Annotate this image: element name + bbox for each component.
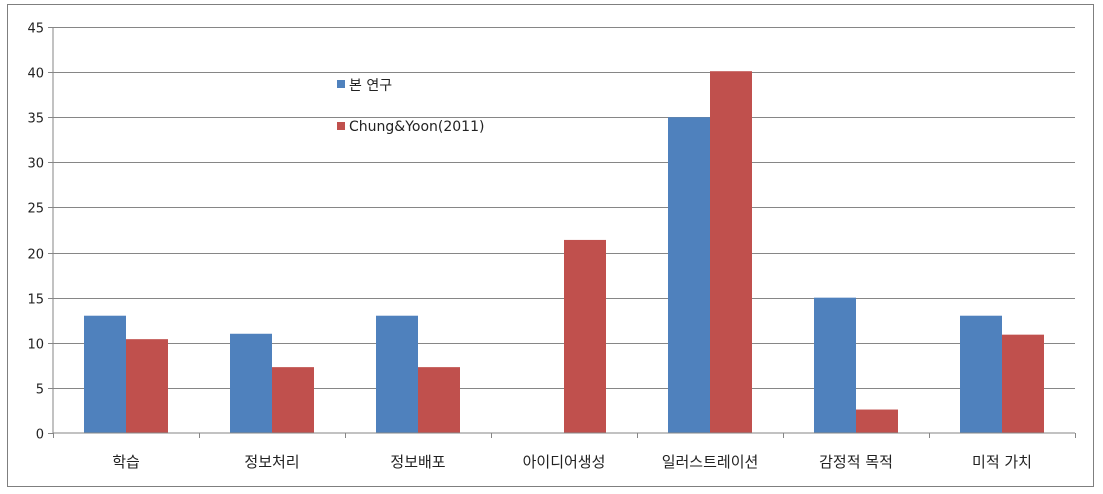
x-tick-label: 미적 가치 <box>972 453 1032 471</box>
x-tick-label: 정보처리 <box>244 453 299 471</box>
y-tick-label: 5 <box>36 383 44 398</box>
y-tick-label: 40 <box>27 67 44 82</box>
bar-series-1-5 <box>668 117 710 433</box>
bar-series-2-4 <box>564 239 606 433</box>
y-tick-label: 20 <box>27 248 44 263</box>
x-tick-label: 학습 <box>112 453 140 471</box>
axes <box>52 27 1075 434</box>
y-tick-label: 25 <box>27 202 44 217</box>
y-tick-label: 10 <box>27 338 44 353</box>
legend-label-series-1: 본 연구 <box>349 78 392 94</box>
gridlines <box>48 27 1076 438</box>
bar-series-1-1 <box>84 315 126 433</box>
bar-series-2-5 <box>710 71 752 433</box>
y-tick-label: 0 <box>36 428 44 443</box>
y-tick-labels: 0 5 10 15 20 25 30 35 40 45 <box>27 22 44 443</box>
bar-series-1-2 <box>230 333 272 433</box>
legend-label-series-2: Chung&Yoon(2011) <box>349 119 484 135</box>
y-tick-label: 35 <box>27 112 44 127</box>
bar-series-1-6 <box>814 297 856 433</box>
y-tick-label: 45 <box>27 22 44 37</box>
bar-series-2-6 <box>856 409 898 433</box>
legend: 본 연구 Chung&Yoon(2011) <box>337 78 484 135</box>
bar-series-2-1 <box>126 339 168 433</box>
x-tick-label: 감정적 목적 <box>819 453 893 471</box>
bar-series-1-7 <box>960 315 1002 433</box>
x-tick-label: 아이디어생성 <box>523 453 606 471</box>
x-tick-label: 일러스트레이션 <box>662 453 759 471</box>
bar-series-2-3 <box>418 367 460 433</box>
chart-frame <box>7 4 1094 487</box>
legend-swatch-series-2 <box>337 122 345 130</box>
legend-swatch-series-1 <box>337 80 345 88</box>
y-tick-label: 30 <box>27 157 44 172</box>
bars <box>84 71 1044 433</box>
x-tick-labels: 학습 정보처리 정보배포 아이디어생성 일러스트레이션 감정적 목적 미적 가치 <box>112 453 1032 471</box>
bar-series-1-3 <box>376 315 418 433</box>
bar-series-2-7 <box>1002 334 1044 433</box>
x-tick-label: 정보배포 <box>390 453 445 471</box>
y-tick-label: 15 <box>27 293 44 308</box>
bar-series-2-2 <box>272 367 314 433</box>
